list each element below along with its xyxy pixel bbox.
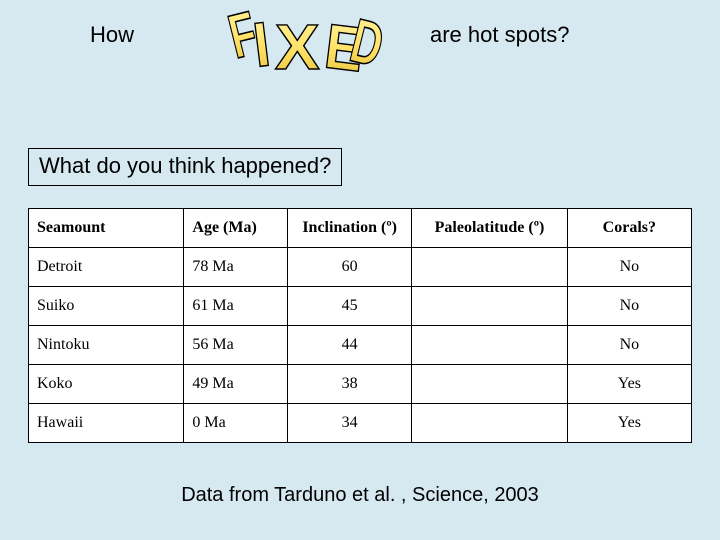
table-row: Detroit 78 Ma 60 No bbox=[29, 248, 692, 287]
table-row: Nintoku 56 Ma 44 No bbox=[29, 326, 692, 365]
table-row: Suiko 61 Ma 45 No bbox=[29, 287, 692, 326]
col-corals: Corals? bbox=[567, 209, 691, 248]
col-seamount: Seamount bbox=[29, 209, 184, 248]
cell-age: 0 Ma bbox=[184, 404, 288, 443]
fixed-wordart: F I X E D bbox=[190, 8, 410, 107]
cell-corals: No bbox=[567, 248, 691, 287]
cell-paleo bbox=[412, 248, 567, 287]
cell-incl: 45 bbox=[287, 287, 411, 326]
cell-age: 61 Ma bbox=[184, 287, 288, 326]
cell-age: 78 Ma bbox=[184, 248, 288, 287]
cell-age: 56 Ma bbox=[184, 326, 288, 365]
cell-corals: Yes bbox=[567, 365, 691, 404]
fixed-wordart-svg: F I X E D bbox=[190, 8, 410, 102]
col-inclination: Inclination (º) bbox=[287, 209, 411, 248]
cell-incl: 60 bbox=[287, 248, 411, 287]
cell-paleo bbox=[412, 404, 567, 443]
question-box: What do you think happened? bbox=[28, 148, 342, 186]
cell-paleo bbox=[412, 365, 567, 404]
cell-seamount: Nintoku bbox=[29, 326, 184, 365]
seamount-table: Seamount Age (Ma) Inclination (º) Paleol… bbox=[28, 208, 692, 443]
cell-seamount: Detroit bbox=[29, 248, 184, 287]
cell-paleo bbox=[412, 287, 567, 326]
table-header-row: Seamount Age (Ma) Inclination (º) Paleol… bbox=[29, 209, 692, 248]
title-right: are hot spots? bbox=[430, 22, 569, 48]
svg-text:X: X bbox=[275, 11, 320, 82]
col-paleolatitude: Paleolatitude (º) bbox=[412, 209, 567, 248]
citation: Data from Tarduno et al. , Science, 2003 bbox=[0, 484, 720, 507]
cell-seamount: Suiko bbox=[29, 287, 184, 326]
cell-paleo bbox=[412, 326, 567, 365]
table-row: Koko 49 Ma 38 Yes bbox=[29, 365, 692, 404]
cell-incl: 38 bbox=[287, 365, 411, 404]
table-row: Hawaii 0 Ma 34 Yes bbox=[29, 404, 692, 443]
cell-incl: 34 bbox=[287, 404, 411, 443]
svg-text:I: I bbox=[249, 9, 273, 81]
cell-corals: No bbox=[567, 287, 691, 326]
cell-age: 49 Ma bbox=[184, 365, 288, 404]
cell-corals: Yes bbox=[567, 404, 691, 443]
cell-seamount: Koko bbox=[29, 365, 184, 404]
cell-seamount: Hawaii bbox=[29, 404, 184, 443]
col-age: Age (Ma) bbox=[184, 209, 288, 248]
title-left: How bbox=[90, 22, 134, 48]
cell-incl: 44 bbox=[287, 326, 411, 365]
cell-corals: No bbox=[567, 326, 691, 365]
